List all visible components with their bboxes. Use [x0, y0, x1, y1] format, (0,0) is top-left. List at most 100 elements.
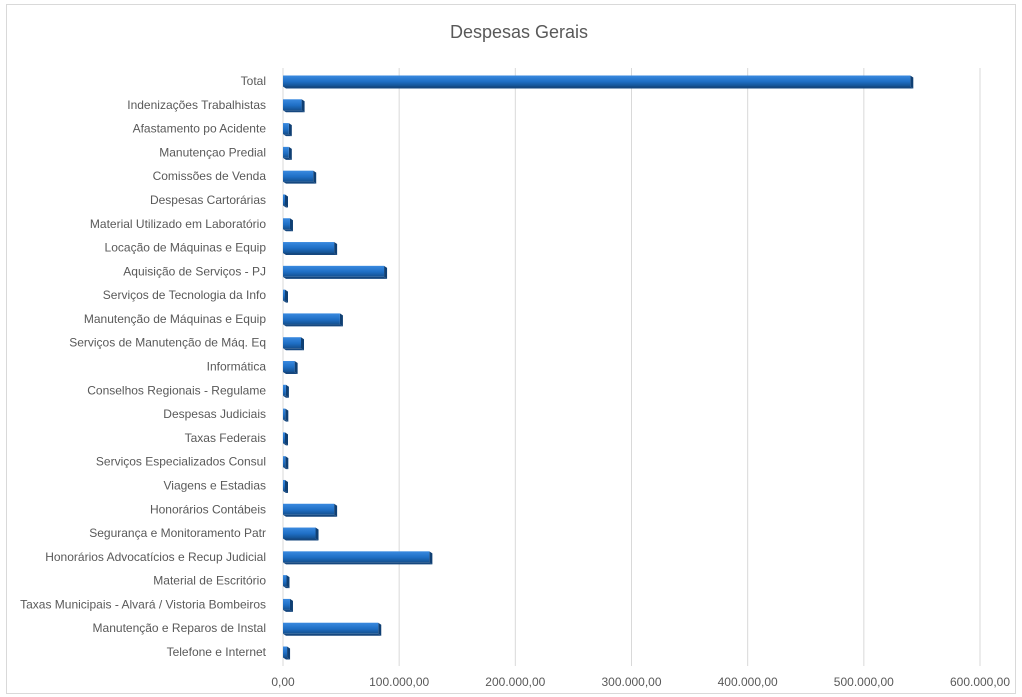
- bar-side: [910, 75, 914, 89]
- bar: [283, 503, 338, 517]
- bar-side: [288, 123, 292, 137]
- bar-face: [283, 432, 285, 444]
- bar-bottom: [283, 419, 289, 422]
- bar: [283, 337, 305, 351]
- category-label: Locação de Máquinas e Equip: [105, 241, 267, 255]
- x-tick-label: 0,00: [271, 675, 295, 689]
- category-label: Material Utilizado em Laboratório: [90, 217, 266, 231]
- bar: [283, 99, 305, 113]
- bar-bottom: [283, 348, 305, 351]
- category-label: Total: [241, 74, 266, 88]
- bar: [283, 313, 343, 327]
- bar-bottom: [283, 562, 433, 565]
- category-label: Afastamento po Acidente: [133, 122, 267, 136]
- bar-bottom: [283, 134, 292, 137]
- bar: [283, 646, 291, 660]
- bar-side: [289, 598, 293, 612]
- bar-face: [283, 99, 302, 111]
- bar-face: [283, 75, 911, 87]
- bar-face: [283, 456, 286, 468]
- bar-side: [285, 408, 289, 422]
- bar-face: [283, 479, 285, 491]
- bar-face: [283, 527, 316, 539]
- bar-bottom: [283, 490, 288, 493]
- bar-side: [378, 622, 382, 636]
- bar-side: [294, 361, 298, 374]
- bar-face: [283, 503, 335, 515]
- gridlines: [282, 68, 981, 666]
- category-label: Serviços Especializados Consul: [96, 455, 266, 469]
- bar-side: [285, 194, 288, 208]
- x-tick-label: 600.000,00: [950, 675, 1010, 689]
- bar-side: [287, 646, 291, 660]
- bar: [283, 265, 388, 279]
- bar: [283, 479, 288, 493]
- bar-face: [283, 598, 290, 610]
- bar-side: [285, 479, 288, 493]
- bar-bottom: [283, 538, 319, 541]
- bar-side: [429, 551, 433, 565]
- bar-face: [283, 194, 285, 206]
- bar: [283, 551, 433, 565]
- bar: [283, 170, 317, 184]
- category-label: Material de Escritório: [153, 574, 266, 588]
- bar-bottom: [283, 586, 290, 589]
- bar-face: [283, 170, 314, 182]
- bar-side: [289, 218, 293, 232]
- bar: [283, 432, 288, 446]
- bar-bottom: [283, 300, 288, 303]
- bar: [283, 384, 289, 398]
- bar-side: [285, 289, 288, 303]
- category-label: Honorários Advocatícios e Recup Judicial: [45, 550, 266, 564]
- x-tick-label: 200.000,00: [485, 675, 545, 689]
- bar-bottom: [283, 324, 343, 327]
- bar-bottom: [283, 633, 382, 636]
- category-label: Telefone e Internet: [167, 645, 267, 659]
- bar-face: [283, 146, 289, 158]
- bar: [283, 75, 914, 89]
- bar-side: [285, 384, 289, 398]
- bar: [283, 194, 288, 208]
- category-label: Viagens e Estadias: [163, 478, 266, 492]
- category-label: Honorários Contábeis: [150, 502, 266, 516]
- bar: [283, 575, 290, 589]
- bar-side: [285, 432, 288, 446]
- bars: [283, 75, 914, 660]
- category-label: Manutençao Predial: [159, 145, 266, 159]
- category-label: Manutenção de Máquinas e Equip: [84, 312, 266, 326]
- bar-side: [313, 170, 317, 184]
- bar: [283, 527, 319, 541]
- bar-side: [286, 575, 290, 589]
- category-label: Taxas Municipais - Alvará / Vistoria Bom…: [20, 597, 266, 611]
- category-label: Despesas Judiciais: [163, 407, 266, 421]
- category-label: Manutenção e Reparos de Instal: [93, 621, 266, 635]
- bar: [283, 361, 298, 374]
- bar: [283, 289, 288, 303]
- bar-bottom: [283, 609, 293, 612]
- bar-side: [339, 313, 343, 327]
- category-label: Segurança e Monitoramento Patr: [89, 526, 266, 540]
- bar-face: [283, 384, 286, 396]
- bar: [283, 456, 289, 470]
- bar-bottom: [283, 229, 293, 232]
- bar-face: [283, 265, 385, 277]
- category-label: Informática: [207, 360, 267, 374]
- x-tick-label: 300.000,00: [601, 675, 661, 689]
- category-label: Indenizações Trabalhistas: [127, 98, 266, 112]
- bar: [283, 242, 338, 256]
- bar-bottom: [283, 157, 292, 160]
- category-label: Comissões de Venda: [153, 169, 267, 183]
- bar-bottom: [283, 443, 288, 446]
- bar-bottom: [283, 276, 388, 279]
- bar-bottom: [283, 514, 338, 517]
- bar-side: [334, 242, 338, 256]
- bar-side: [315, 527, 319, 541]
- bar: [283, 146, 292, 160]
- bar-face: [283, 551, 430, 563]
- category-labels: Total Indenizações Trabalhistas Afastament…: [20, 74, 267, 659]
- x-tick-label: 400.000,00: [718, 675, 778, 689]
- bar-bottom: [283, 395, 289, 398]
- bar-bottom: [283, 86, 914, 89]
- chart-area: [6, 4, 1016, 694]
